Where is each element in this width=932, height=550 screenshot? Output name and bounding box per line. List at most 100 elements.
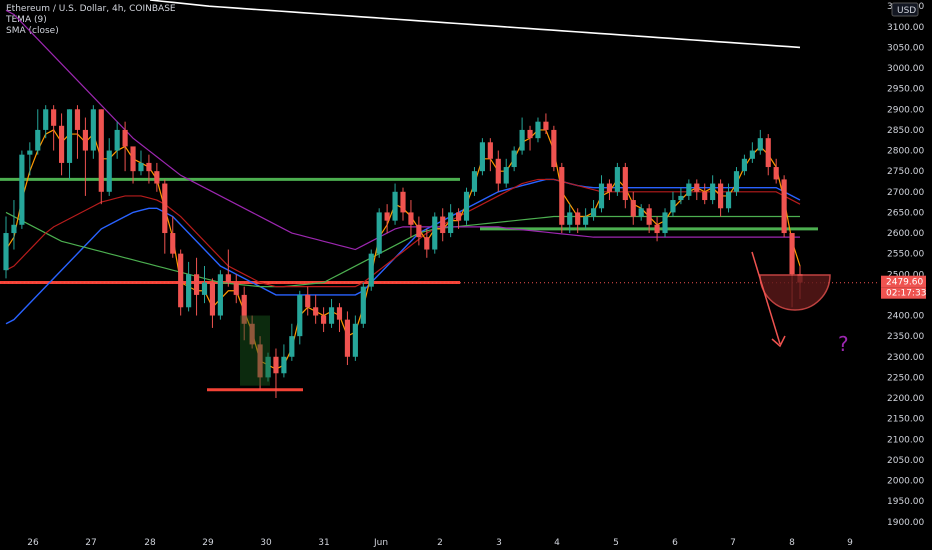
- candle-body: [432, 216, 438, 250]
- candle-body: [233, 282, 239, 295]
- y-tick-label: 1950.00: [887, 497, 924, 507]
- candle-body: [535, 121, 541, 139]
- candle-body: [281, 356, 287, 374]
- x-tick-label: 9: [847, 538, 853, 548]
- candle-body: [789, 233, 795, 275]
- candle-body: [289, 336, 295, 357]
- countdown-label: 02:17:33: [886, 289, 926, 299]
- candle-body: [606, 183, 613, 192]
- x-tick-label: 5: [613, 538, 619, 548]
- candle-body: [114, 129, 120, 151]
- legend-sma: SMA (close): [6, 26, 59, 36]
- candle-body: [328, 307, 335, 324]
- y-tick-label: 2500.00: [887, 270, 924, 280]
- legend-tema: TEMA (9): [6, 15, 47, 25]
- candle-body: [495, 158, 501, 184]
- x-tick-label: Jun: [373, 538, 388, 548]
- candle-body: [384, 212, 390, 221]
- candle-body: [694, 183, 700, 192]
- y-tick-label: 2800.00: [887, 147, 924, 157]
- ma-blue-line: [5, 178, 801, 325]
- currency-box: [891, 2, 919, 17]
- candle-body: [765, 138, 771, 168]
- candle-body: [162, 183, 168, 234]
- y-tick-label: 3100.00: [887, 23, 924, 33]
- y-tick-label: 2850.00: [887, 126, 924, 136]
- y-tick-label: 2300.00: [887, 353, 924, 363]
- candle-body: [170, 233, 176, 254]
- candle-body: [257, 344, 263, 378]
- candle-body: [273, 356, 279, 374]
- candle-body: [416, 224, 422, 238]
- candle-body: [503, 167, 509, 184]
- x-tick-label: 30: [260, 538, 272, 548]
- candle-body: [313, 307, 319, 316]
- y-tick-label: 2600.00: [887, 229, 924, 239]
- candle-body: [19, 154, 25, 225]
- level-lines: [0, 177, 880, 392]
- y-tick-label: 2050.00: [887, 456, 924, 466]
- candle-body: [336, 307, 343, 320]
- y-tick-label: 2750.00: [887, 167, 924, 177]
- candle-body: [66, 109, 73, 163]
- candle-body: [519, 129, 525, 151]
- candle-body: [321, 315, 327, 324]
- y-tick-label: 3050.00: [887, 43, 924, 53]
- ma-red-line: [5, 178, 801, 288]
- candle-body: [471, 171, 478, 192]
- chart-legend: Ethereum / U.S. Dollar, 4h, COINBASE TEM…: [6, 4, 176, 37]
- x-tick-label: 27: [85, 538, 96, 548]
- candle-body: [567, 212, 573, 225]
- candle-body: [98, 109, 104, 192]
- candle-body: [217, 274, 223, 316]
- candle-body: [773, 167, 779, 180]
- green-box-highlight: [240, 315, 270, 386]
- x-tick-label: 26: [27, 538, 39, 548]
- candle-body: [154, 171, 160, 184]
- candle-body: [622, 167, 628, 201]
- candle-body: [265, 356, 271, 378]
- red-cup-shape: [759, 274, 831, 311]
- y-tick-label: 2900.00: [887, 105, 924, 115]
- candle-body: [392, 191, 398, 221]
- candle-body: [710, 183, 716, 201]
- down-arrow-line: [751, 251, 781, 345]
- candle-body: [551, 129, 557, 168]
- candle-body: [479, 142, 485, 172]
- x-tick-label: 6: [672, 538, 678, 548]
- candle-body: [11, 224, 17, 234]
- candle-body: [678, 195, 684, 201]
- candle-body: [368, 253, 374, 287]
- candle-body: [749, 150, 755, 159]
- candle-body: [146, 162, 152, 172]
- candle-body: [90, 109, 96, 151]
- currency-label: USD: [897, 6, 916, 16]
- candle-body: [122, 129, 128, 147]
- candle-body: [344, 319, 351, 357]
- candle-body: [559, 167, 565, 225]
- countdown-box: [881, 287, 926, 299]
- candle-body: [511, 150, 517, 168]
- last-price-box: [881, 275, 926, 288]
- x-tick-label: 3: [496, 538, 502, 548]
- annotations: [240, 251, 831, 386]
- candle-body: [201, 282, 208, 295]
- candle-body: [487, 142, 493, 159]
- y-tick-label: 2250.00: [887, 373, 924, 383]
- candle-body: [82, 129, 88, 151]
- candle-body: [193, 274, 200, 295]
- y-tick-label: 2350.00: [887, 332, 924, 342]
- candle-body: [360, 286, 366, 324]
- price-axis: 3150.003100.003050.003000.002950.002900.…: [881, 2, 926, 528]
- sma-white-line: [149, 0, 801, 49]
- candle-body: [654, 224, 660, 234]
- x-tick-label: 7: [730, 538, 736, 548]
- candle-body: [781, 179, 787, 234]
- candle-body: [662, 212, 668, 234]
- y-tick-label: 2400.00: [887, 312, 924, 322]
- y-tick-label: 2550.00: [887, 250, 924, 260]
- candle-body: [178, 253, 184, 308]
- candle-body: [297, 294, 303, 337]
- candle-body: [638, 208, 644, 217]
